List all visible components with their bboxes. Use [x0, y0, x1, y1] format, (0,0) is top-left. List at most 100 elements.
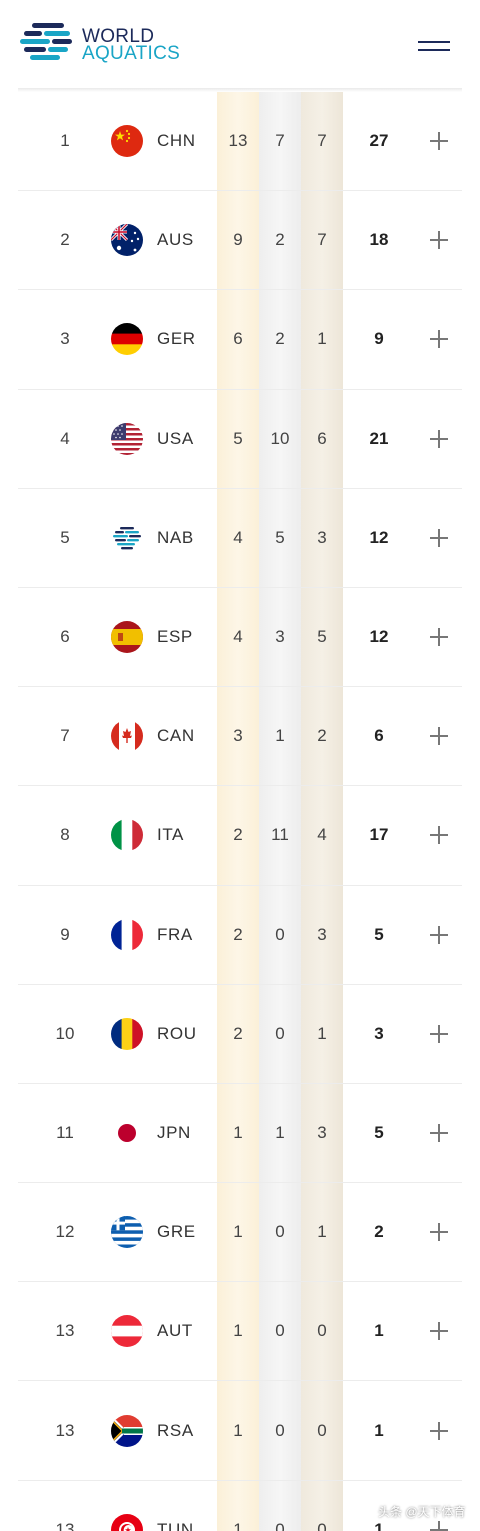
silver-count: 0	[275, 1420, 285, 1440]
expand-plus-icon[interactable]	[420, 1213, 458, 1251]
medal-table-row: 8 ITA 2 11 4 17	[18, 786, 462, 886]
total-count: 1	[374, 1321, 384, 1341]
silver-count: 11	[271, 825, 289, 845]
gold-count: 1	[233, 1519, 243, 1531]
silver-count: 1	[275, 1122, 285, 1142]
bronze-count: 3	[317, 1122, 327, 1142]
total-count: 18	[369, 230, 389, 250]
silver-count: 2	[275, 329, 285, 349]
expand-plus-icon[interactable]	[420, 519, 458, 557]
country-code: AUS	[157, 230, 194, 250]
medal-table-row: 7 CAN 3 1 2 6	[18, 687, 462, 787]
flag-nab-icon	[111, 521, 143, 554]
medal-table-row: 13 TUN 1 0 0 1	[18, 1481, 462, 1531]
expand-plus-icon[interactable]	[420, 1511, 458, 1531]
bronze-count: 2	[317, 726, 327, 746]
silver-count: 0	[275, 1023, 285, 1043]
gold-count: 5	[233, 428, 243, 448]
bronze-count: 1	[317, 329, 327, 349]
medal-table-row: 10 ROU 2 0 1 3	[18, 985, 462, 1084]
country-code: FRA	[157, 924, 193, 944]
rank: 13	[55, 1519, 75, 1531]
medal-table-row: 1 CHN 13 7 7 27	[18, 92, 462, 192]
expand-plus-icon[interactable]	[420, 816, 458, 854]
country-code: GRE	[157, 1222, 196, 1242]
medal-table-row: 6 ESP 4 3 5 12	[18, 588, 462, 688]
country-code: ITA	[157, 825, 184, 845]
total-count: 2	[374, 1222, 384, 1242]
total-count: 5	[374, 924, 384, 944]
medal-table-row: 3 GER 6 2 1 9	[18, 290, 462, 390]
country-code: ESP	[157, 627, 193, 647]
gold-count: 1	[233, 1122, 243, 1142]
total-count: 21	[369, 428, 389, 448]
country-code: ROU	[157, 1023, 197, 1043]
rank: 1	[60, 131, 70, 151]
gold-count: 1	[233, 1321, 243, 1341]
rank: 13	[55, 1420, 75, 1440]
expand-plus-icon[interactable]	[420, 221, 458, 259]
expand-plus-icon[interactable]	[420, 320, 458, 358]
bronze-count: 3	[317, 527, 327, 547]
country-code: TUN	[157, 1519, 194, 1531]
gold-count: 4	[233, 627, 243, 647]
expand-plus-icon[interactable]	[420, 916, 458, 954]
expand-plus-icon[interactable]	[420, 1412, 458, 1450]
bronze-count: 6	[317, 428, 327, 448]
rank: 5	[60, 527, 70, 547]
expand-plus-icon[interactable]	[420, 1114, 458, 1152]
logo-line-world: WORLD	[82, 26, 155, 47]
flag-ita-icon	[111, 819, 143, 852]
rank: 7	[60, 726, 70, 746]
logo-wordmark: WORLD AQUATICS	[82, 26, 180, 63]
world-aquatics-logo-mark-icon	[20, 23, 72, 60]
total-count: 17	[369, 825, 389, 845]
world-aquatics-logo[interactable]: WORLD AQUATICS	[20, 18, 220, 70]
silver-column	[259, 92, 301, 1531]
gold-count: 2	[233, 825, 243, 845]
expand-plus-icon[interactable]	[420, 1312, 458, 1350]
bronze-count: 0	[317, 1321, 327, 1341]
medal-table-row: 13 RSA 1 0 0 1	[18, 1381, 462, 1481]
bronze-count: 0	[317, 1420, 327, 1440]
hamburger-menu-icon[interactable]	[414, 35, 452, 57]
total-count: 1	[374, 1519, 384, 1531]
silver-count: 0	[275, 1519, 285, 1531]
gold-count: 4	[233, 527, 243, 547]
gold-count: 1	[233, 1222, 243, 1242]
bronze-count: 7	[317, 230, 327, 250]
rank: 3	[60, 329, 70, 349]
expand-plus-icon[interactable]	[420, 618, 458, 656]
country-code: NAB	[157, 527, 194, 547]
expand-plus-icon[interactable]	[420, 717, 458, 755]
gold-count: 13	[228, 131, 248, 151]
flag-jpn-icon	[111, 1116, 143, 1149]
silver-count: 7	[275, 131, 285, 151]
table-top-shadow	[18, 88, 462, 92]
expand-plus-icon[interactable]	[420, 1015, 458, 1053]
gold-column	[217, 92, 259, 1531]
silver-count: 0	[275, 924, 285, 944]
gold-count: 1	[233, 1420, 243, 1440]
medal-table-row: 2 AUS 9 2 7 18	[18, 191, 462, 291]
bronze-count: 4	[317, 825, 327, 845]
silver-count: 5	[275, 527, 285, 547]
rank: 11	[56, 1122, 74, 1142]
flag-gre-icon	[111, 1216, 143, 1249]
expand-plus-icon[interactable]	[420, 122, 458, 160]
country-code: GER	[157, 329, 196, 349]
rank: 2	[60, 230, 70, 250]
total-count: 6	[374, 726, 384, 746]
medal-table-row: 12 GRE 1 0 1 2	[18, 1183, 462, 1283]
flag-fra-icon	[111, 918, 143, 951]
silver-count: 1	[275, 726, 285, 746]
expand-plus-icon[interactable]	[420, 420, 458, 458]
bronze-count: 5	[317, 627, 327, 647]
silver-count: 0	[275, 1222, 285, 1242]
bronze-count: 0	[317, 1519, 327, 1531]
flag-usa-icon	[111, 422, 143, 455]
rank: 13	[55, 1321, 75, 1341]
rank: 12	[55, 1222, 75, 1242]
flag-aus-icon	[111, 224, 143, 257]
flag-tun-icon	[111, 1513, 143, 1531]
